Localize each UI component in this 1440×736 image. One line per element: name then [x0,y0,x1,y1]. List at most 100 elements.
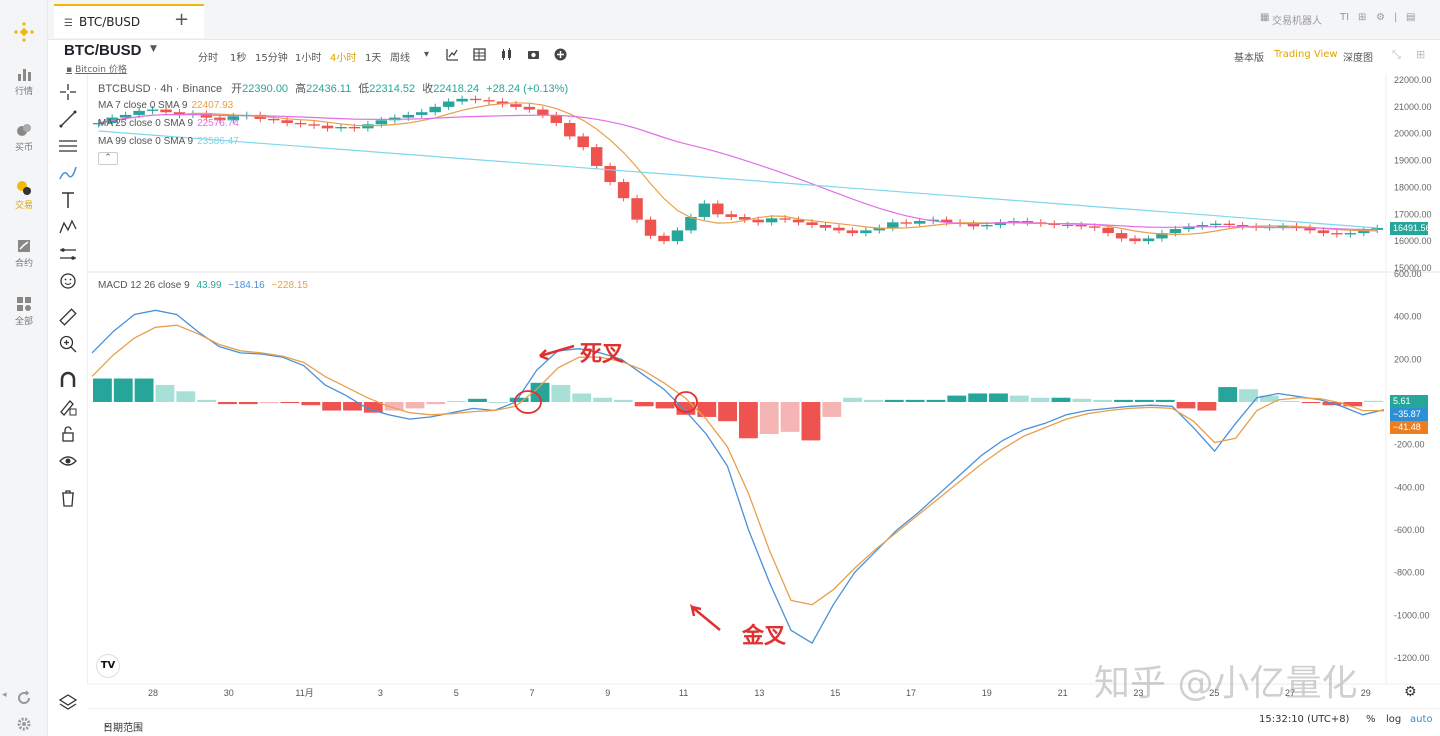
refresh-icon[interactable] [16,690,32,706]
candle-body [483,100,495,102]
trash-icon[interactable] [58,488,78,508]
candle-body [1048,223,1060,226]
collapse-arrow-icon[interactable]: ◂ [2,690,7,700]
candle-body [967,223,980,227]
interval-1d[interactable]: 1天 [365,53,382,64]
nav-buy[interactable]: 买币 [0,122,48,153]
view-depth[interactable]: 深度图 [1343,53,1373,64]
nav-all[interactable]: 全部 [0,296,48,327]
gear-icon[interactable]: ⚙ [1376,12,1385,23]
interval-dropdown-icon[interactable]: ▾ [424,49,430,60]
bot-label[interactable]: 交易机器人 [1272,16,1322,27]
candle-body [860,230,872,234]
lock-icon[interactable] [58,424,78,444]
ma25-legend: MA 25 close 0 SMA 9 22576.74 [98,118,239,129]
chart-svg[interactable]: 15000.00 16000.00 17000.00 18000.00 19000.00… [88,74,1440,708]
layout-icon[interactable]: ⊞ [1358,12,1367,23]
interval-1s[interactable]: 1秒 [230,53,247,64]
candle-body [93,122,105,125]
top-right-tools: ▦ 交易机器人 TI ⊞ ⚙ | ▤ [1260,12,1440,28]
macd-histogram-bar [259,402,279,404]
indicator-icon[interactable] [446,48,459,61]
price-tick-label: 20000.00 [1394,129,1432,139]
layers-icon[interactable] [58,692,78,712]
interval-week[interactable]: 周线 [390,53,410,64]
nav-market[interactable]: 行情 [0,66,48,97]
emoji-icon[interactable] [58,271,78,291]
macd-histogram-bar [1218,387,1238,402]
chart-settings-icon[interactable]: ⚙ [1404,684,1417,700]
interval-1h[interactable]: 1小时 [295,53,322,64]
tv-icon[interactable]: TI [1340,12,1350,23]
interval-15m[interactable]: 15分钟 [255,53,288,64]
macd-histogram-bar [1051,397,1071,402]
macd-histogram-bar [697,402,717,417]
window-icon[interactable]: ▤ [1406,12,1416,23]
settings-gear-icon[interactable] [16,716,32,732]
candle-body [510,104,522,107]
ohlc-change: +28.24 (+0.13%) [486,83,569,95]
camera-icon[interactable] [527,48,540,61]
interval-tick[interactable]: 分时 [198,53,218,64]
chart-area[interactable]: 15000.00 16000.00 17000.00 18000.00 19000.00… [88,74,1440,736]
forecast-icon[interactable] [58,244,78,264]
ruler-icon[interactable] [58,307,78,327]
pattern-icon[interactable] [58,217,78,237]
ma25-label: MA 25 close 0 SMA 9 [98,118,194,129]
percent-toggle[interactable]: % [1366,714,1376,725]
macd-histogram-bar [1093,399,1113,402]
eye-icon[interactable] [58,451,78,471]
golden-cross-arrow [689,603,721,631]
crosshair-icon[interactable] [58,82,78,102]
candle-body [308,124,320,126]
trend-line-icon[interactable] [58,109,78,129]
time-tick-label: 27 [1285,688,1295,698]
view-tradingview[interactable]: Trading View [1274,49,1338,60]
symbol-name[interactable]: BTC/BUSD [64,42,142,59]
candle-body [765,218,778,223]
brush-icon[interactable] [58,163,78,183]
candle-body [739,216,751,220]
candle-body [469,98,482,101]
chevron-down-icon[interactable]: ▼ [150,44,157,54]
auto-toggle[interactable]: auto [1410,714,1433,725]
add-tab-button[interactable]: + [174,9,190,30]
magnet-icon[interactable] [58,370,78,390]
log-toggle[interactable]: log [1386,714,1402,725]
macd-histogram-bar [322,402,342,411]
macd-signal-line [91,324,1385,606]
macd-tick-label: -800.00 [1394,568,1425,578]
nav-trade[interactable]: 交易 [0,180,48,211]
lock-drawing-icon[interactable] [58,397,78,417]
symbol-subtitle-text: Bitcoin 价格 [75,65,127,75]
layout-grid-icon[interactable] [473,48,486,61]
zoom-in-icon[interactable] [58,334,78,354]
binance-logo-icon[interactable] [14,22,34,42]
candle-body [281,120,293,123]
collapse-legend-button[interactable]: ⌃ [98,152,118,165]
time-tick-label: 13 [754,688,764,698]
macd-histogram-bar [759,402,779,434]
ohlc-high-label: 高 [295,83,307,95]
split-layout-icon[interactable]: ⊞ [1416,48,1426,61]
tradingview-logo-icon[interactable]: TV [96,654,120,678]
macd-histogram-bar [780,402,800,432]
macd-histogram-bar [739,402,758,439]
symbol-subtitle[interactable]: ▪ Bitcoin 价格 [66,62,127,75]
text-icon[interactable] [58,190,78,210]
macd-histogram-bar [113,378,133,402]
candle-body [200,113,213,118]
candle-body [631,198,643,220]
candle-body [550,114,563,123]
nav-futures[interactable]: 合约 [0,238,48,269]
macd-histogram-bar [1343,402,1363,407]
horizontal-lines-icon[interactable] [58,136,78,156]
macd-histogram-bar [634,402,654,407]
candlestick-icon[interactable] [500,48,513,61]
tab-btc-busd[interactable]: ☰ BTC/BUSD [54,4,204,38]
add-circle-icon[interactable] [554,48,567,61]
fullscreen-icon[interactable]: ⤡ [1392,48,1401,61]
view-basic[interactable]: 基本版 [1234,53,1264,64]
bot-icon[interactable]: ▦ [1260,12,1270,23]
interval-4h[interactable]: 4小时 [330,53,357,64]
